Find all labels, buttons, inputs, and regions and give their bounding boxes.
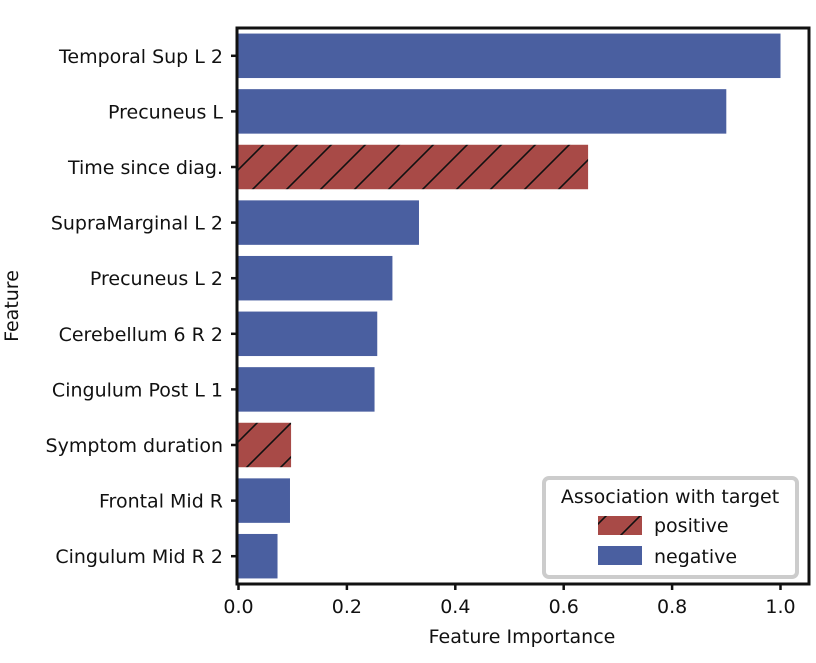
legend-label-positive: positive (654, 515, 729, 537)
y-tick-label: Precuneus L 2 (90, 268, 223, 290)
bar-negative (238, 478, 290, 523)
x-tick-label: 1.0 (765, 596, 795, 618)
bar-negative (238, 311, 378, 357)
legend-swatch-positive (598, 516, 642, 535)
bar-negative (238, 367, 375, 412)
y-tick-label: Symptom duration (46, 435, 223, 457)
x-tick-label: 0.8 (657, 596, 687, 618)
legend: Association with target positive negativ… (542, 476, 799, 579)
y-axis-label: Feature (1, 270, 23, 342)
y-axis: Temporal Sup L 2 Precuneus L Time since di… (46, 46, 237, 568)
y-tick-label: Time since diag. (67, 157, 223, 179)
bar-negative (238, 33, 781, 79)
bar-negative (238, 255, 393, 301)
bars-group (238, 33, 781, 579)
x-tick-label: 0.2 (332, 596, 362, 618)
y-tick-label: Cingulum Mid R 2 (55, 546, 223, 568)
legend-title: Association with target (561, 486, 779, 508)
plot-frame (235, 26, 811, 586)
bar-negative (238, 200, 419, 245)
legend-swatch-negative (598, 546, 642, 565)
bar-positive (238, 144, 589, 190)
x-axis-label: Feature Importance (429, 626, 616, 648)
y-tick-label: Temporal Sup L 2 (58, 46, 223, 68)
x-axis: 0.0 0.2 0.4 0.6 0.8 1.0 (223, 584, 796, 618)
y-tick-label: SupraMarginal L 2 (51, 213, 223, 235)
bar-negative (238, 89, 727, 134)
x-tick-label: 0.0 (223, 596, 253, 618)
bar-positive (238, 422, 292, 468)
y-tick-label: Cerebellum 6 R 2 (59, 324, 223, 346)
y-tick-label: Cingulum Post L 1 (52, 379, 223, 401)
bar-negative (238, 533, 278, 579)
x-tick-label: 0.6 (549, 596, 579, 618)
y-tick-label: Precuneus L (108, 101, 223, 123)
y-tick-label: Frontal Mid R (99, 491, 223, 513)
x-tick-label: 0.4 (440, 596, 470, 618)
legend-label-negative: negative (654, 546, 737, 568)
